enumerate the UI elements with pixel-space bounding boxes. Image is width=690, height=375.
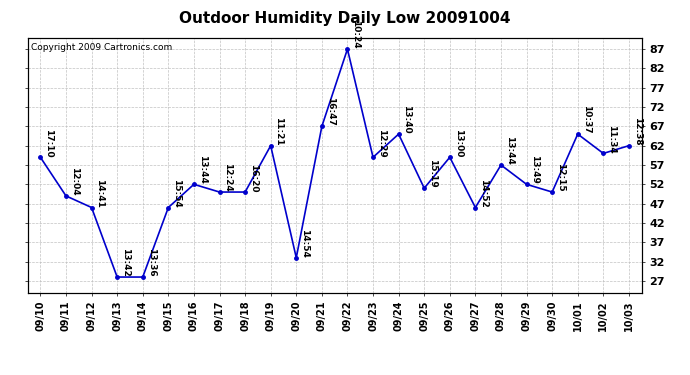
Text: Outdoor Humidity Daily Low 20091004: Outdoor Humidity Daily Low 20091004	[179, 11, 511, 26]
Text: 13:42: 13:42	[121, 248, 130, 277]
Text: 12:38: 12:38	[633, 117, 642, 146]
Text: 12:15: 12:15	[556, 164, 565, 192]
Text: 13:44: 13:44	[198, 156, 207, 184]
Text: 16:20: 16:20	[249, 164, 258, 192]
Text: 15:19: 15:19	[428, 159, 437, 188]
Text: 11:21: 11:21	[275, 117, 284, 146]
Text: 12:04: 12:04	[70, 167, 79, 196]
Text: 12:24: 12:24	[224, 163, 233, 192]
Text: 13:00: 13:00	[453, 129, 462, 157]
Text: 14:41: 14:41	[95, 178, 104, 207]
Text: 13:40: 13:40	[402, 105, 411, 134]
Text: 13:49: 13:49	[531, 156, 540, 184]
Text: 14:52: 14:52	[480, 179, 489, 207]
Text: 14:54: 14:54	[300, 229, 309, 258]
Text: 13:44: 13:44	[505, 136, 514, 165]
Text: 11:34: 11:34	[607, 124, 616, 153]
Text: 13:36: 13:36	[146, 248, 155, 277]
Text: Copyright 2009 Cartronics.com: Copyright 2009 Cartronics.com	[30, 43, 172, 52]
Text: 10:37: 10:37	[582, 105, 591, 134]
Text: 16:47: 16:47	[326, 98, 335, 126]
Text: 17:10: 17:10	[44, 129, 53, 157]
Text: 15:54: 15:54	[172, 179, 181, 207]
Text: 12:29: 12:29	[377, 129, 386, 157]
Text: 10:24: 10:24	[351, 21, 360, 49]
